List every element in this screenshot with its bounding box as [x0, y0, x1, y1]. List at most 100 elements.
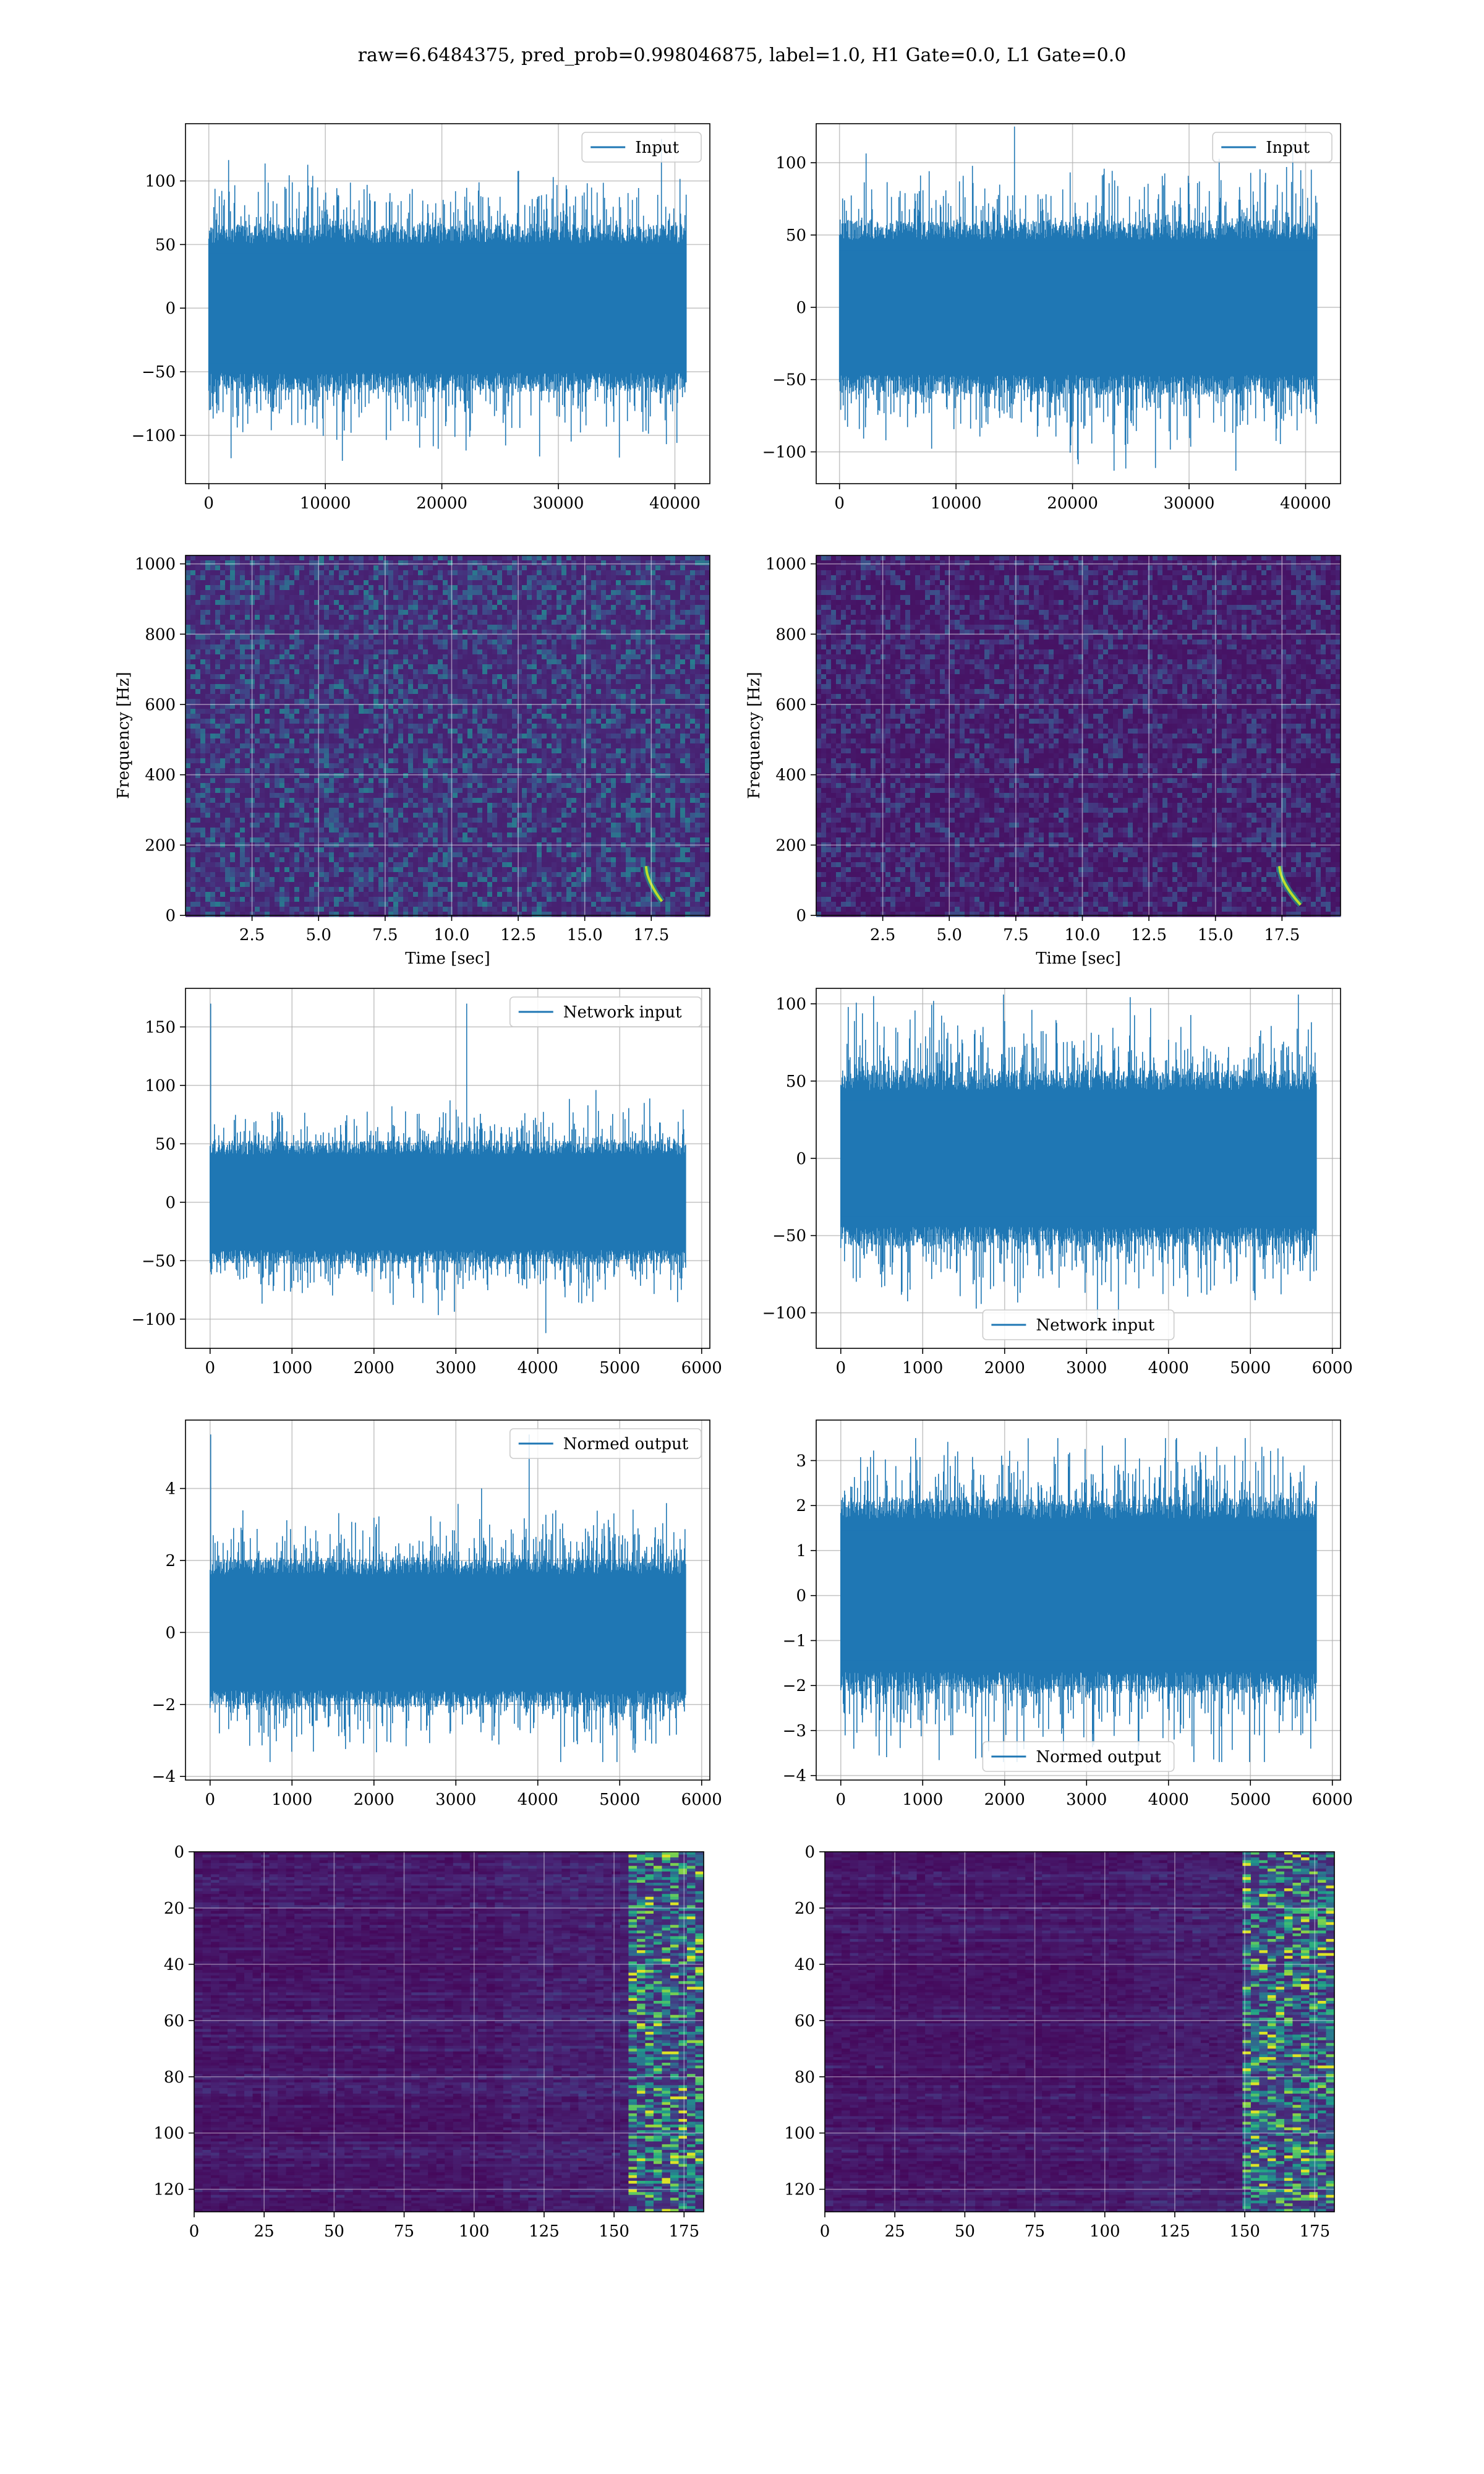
panel-h1-network-input: 0 1000 2000 3000 4000 5000 6000−100−5005010015…: [132, 988, 722, 1377]
y-tick-label: 400: [775, 766, 806, 785]
feature-map-cells: [825, 1852, 1335, 2212]
y-tick-label: −3: [783, 1722, 806, 1740]
x-tick-label: 0: [205, 1791, 215, 1809]
y-tick-label: 2: [796, 1497, 806, 1515]
x-tick-label: 5000: [599, 1359, 640, 1377]
y-tick-label: 1: [796, 1542, 806, 1560]
y-tick-label: 0: [796, 1150, 806, 1168]
x-tick-label: 40000: [649, 494, 701, 513]
legend: Network input: [983, 1310, 1174, 1340]
x-tick-label: 4000: [518, 1791, 558, 1809]
x-tick-label: 6000: [1312, 1791, 1353, 1809]
y-tick-label: 200: [145, 836, 176, 855]
x-tick-label: 2.5: [239, 926, 265, 944]
x-tick-label: 3000: [1066, 1791, 1107, 1809]
x-tick-label: 1000: [902, 1359, 943, 1377]
series-core: [210, 1162, 686, 1243]
y-tick-label: 800: [775, 625, 806, 644]
panel-h1-spectrogram: 2.5 5.0 7.5 10.0 12.5 15.0 17.5020040060080010…: [114, 555, 710, 968]
x-tick-label: 0: [835, 1791, 846, 1809]
y-tick-label: −50: [142, 363, 176, 382]
x-tick-label: 3000: [1066, 1359, 1107, 1377]
x-tick-label: 2.5: [870, 926, 895, 944]
x-tick-label: 0: [205, 1359, 215, 1377]
x-tick-label: 100: [459, 2222, 490, 2241]
legend-label: Normed output: [1036, 1748, 1161, 1766]
y-tick-label: 0: [804, 1843, 815, 1862]
legend: Input: [582, 132, 701, 162]
x-tick-label: 30000: [533, 494, 584, 513]
y-tick-label: 20: [164, 1899, 184, 1918]
x-tick-label: 20000: [1047, 494, 1098, 513]
y-axis-label: Frequency [Hz]: [745, 672, 764, 799]
y-tick-label: 100: [775, 154, 806, 173]
x-tick-label: 2000: [354, 1359, 394, 1377]
x-tick-label: 0: [189, 2222, 200, 2241]
y-tick-label: 50: [155, 236, 176, 254]
x-tick-label: 30000: [1164, 494, 1215, 513]
series-core: [210, 1583, 686, 1682]
x-tick-label: 3000: [435, 1791, 476, 1809]
legend-label: Network input: [1036, 1316, 1154, 1335]
legend: Input: [1213, 132, 1332, 162]
x-tick-label: 6000: [681, 1359, 722, 1377]
x-tick-label: 4000: [1148, 1359, 1189, 1377]
x-tick-label: 175: [668, 2222, 699, 2241]
x-tick-label: 5000: [1230, 1791, 1271, 1809]
series-core: [840, 250, 1317, 364]
legend-label: Input: [635, 139, 679, 157]
y-tick-label: 0: [796, 299, 806, 317]
y-tick-label: −2: [783, 1677, 806, 1695]
y-tick-label: 50: [786, 226, 806, 245]
y-axis-label: Frequency [Hz]: [114, 672, 133, 799]
y-tick-label: 0: [165, 907, 176, 925]
x-tick-label: 4000: [1148, 1791, 1189, 1809]
y-tick-label: 80: [164, 2068, 184, 2087]
x-tick-label: 0: [835, 1359, 846, 1377]
y-tick-label: 800: [145, 625, 176, 644]
x-tick-label: 15.0: [567, 926, 603, 944]
x-tick-label: 25: [254, 2222, 275, 2241]
x-tick-label: 40000: [1280, 494, 1331, 513]
y-tick-label: 0: [796, 907, 806, 925]
x-tick-label: 0: [834, 494, 845, 513]
x-tick-label: 3000: [435, 1359, 476, 1377]
x-tick-label: 125: [1159, 2222, 1190, 2241]
y-tick-label: 80: [795, 2068, 815, 2087]
legend-label: Normed output: [563, 1435, 689, 1453]
x-tick-label: 2000: [984, 1359, 1025, 1377]
x-tick-label: 25: [885, 2222, 905, 2241]
x-tick-label: 10000: [300, 494, 351, 513]
x-tick-label: 50: [324, 2222, 344, 2241]
x-tick-label: 15.0: [1198, 926, 1234, 944]
y-tick-label: −50: [772, 371, 806, 390]
y-tick-label: 40: [795, 1956, 815, 1974]
x-tick-label: 7.5: [372, 926, 398, 944]
x-tick-label: 0: [820, 2222, 830, 2241]
x-tick-label: 0: [203, 494, 214, 513]
y-tick-label: 100: [153, 2125, 184, 2143]
x-tick-label: 17.5: [633, 926, 669, 944]
x-tick-label: 100: [1090, 2222, 1120, 2241]
x-tick-label: 5.0: [937, 926, 962, 944]
x-tick-label: 175: [1299, 2222, 1330, 2241]
series-core: [841, 1100, 1316, 1216]
x-tick-label: 10.0: [434, 926, 470, 944]
x-tick-label: 1000: [902, 1791, 943, 1809]
y-tick-label: 2: [165, 1552, 176, 1570]
x-tick-label: 7.5: [1003, 926, 1028, 944]
x-axis-label: Time [sec]: [405, 949, 490, 968]
legend: Normed output: [510, 1429, 701, 1458]
y-tick-label: 50: [155, 1135, 176, 1154]
y-tick-label: 0: [796, 1587, 806, 1606]
y-tick-label: −50: [772, 1227, 806, 1246]
y-tick-label: 20: [795, 1899, 815, 1918]
y-tick-label: −1: [783, 1632, 806, 1650]
y-tick-label: −4: [783, 1767, 806, 1786]
